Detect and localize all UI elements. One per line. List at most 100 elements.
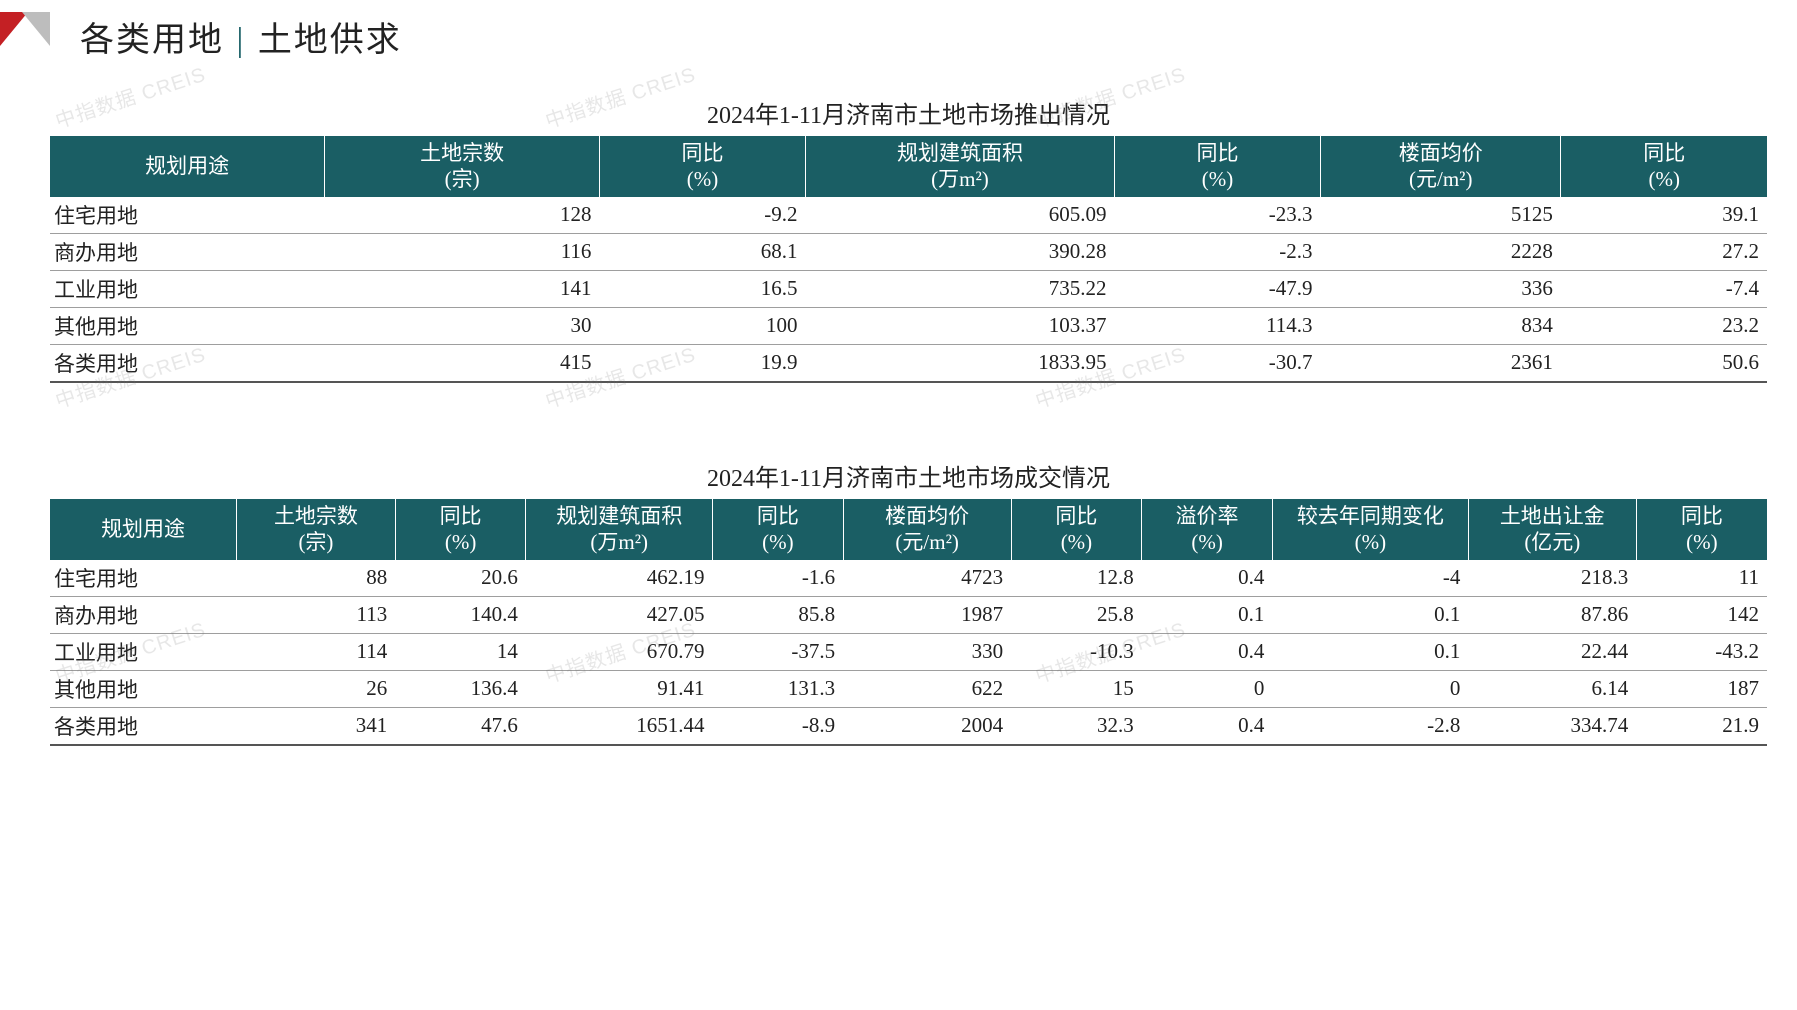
row-label: 商办用地: [50, 596, 237, 633]
table1-title: 2024年1-11月济南市土地市场推出情况: [50, 95, 1767, 130]
header-label: 规划建筑面积: [897, 141, 1023, 165]
data-cell: 0.4: [1142, 633, 1273, 670]
data-cell: 19.9: [599, 344, 805, 382]
table2-title: 2024年1-11月济南市土地市场成交情况: [50, 458, 1767, 493]
table2-header-cell: 较去年同期变化(%): [1272, 499, 1468, 560]
header-unit: (%): [1014, 529, 1140, 555]
page-title-right: 土地供求: [258, 22, 402, 59]
data-cell: 131.3: [713, 670, 844, 707]
data-cell: 14: [395, 633, 526, 670]
logo-mark: [0, 12, 62, 46]
data-cell: 114.3: [1115, 307, 1321, 344]
data-cell: 91.41: [526, 670, 713, 707]
data-cell: 114: [237, 633, 396, 670]
header-label: 规划用途: [145, 154, 229, 178]
data-cell: 87.86: [1468, 596, 1636, 633]
row-label: 各类用地: [50, 344, 325, 382]
header-unit: (万m²): [808, 166, 1112, 192]
header-label: 土地出让金: [1500, 504, 1605, 528]
land-supply-launch-section: 2024年1-11月济南市土地市场推出情况 规划用途土地宗数(宗)同比(%)规划…: [50, 95, 1767, 383]
table1-header-cell: 规划建筑面积(万m²): [805, 136, 1114, 197]
data-cell: 113: [237, 596, 396, 633]
table1-row: 住宅用地128-9.2605.09-23.3512539.1: [50, 197, 1767, 234]
data-cell: 670.79: [526, 633, 713, 670]
data-cell: -8.9: [713, 707, 844, 745]
land-supply-deal-table: 规划用途土地宗数(宗)同比(%)规划建筑面积(万m²)同比(%)楼面均价(元/m…: [50, 499, 1767, 746]
data-cell: -1.6: [713, 560, 844, 597]
header-unit: (%): [1563, 166, 1765, 192]
data-cell: 1833.95: [805, 344, 1114, 382]
data-cell: 0.1: [1272, 596, 1468, 633]
table2-header-cell: 同比(%): [1636, 499, 1767, 560]
data-cell: 605.09: [805, 197, 1114, 234]
header-unit: (%): [1117, 166, 1318, 192]
data-cell: 834: [1321, 307, 1561, 344]
table2-header-cell: 规划建筑面积(万m²): [526, 499, 713, 560]
header-unit: (%): [398, 529, 524, 555]
header-unit: (宗): [239, 529, 393, 555]
data-cell: 341: [237, 707, 396, 745]
table1-row: 商办用地11668.1390.28-2.3222827.2: [50, 233, 1767, 270]
data-cell: 2004: [843, 707, 1011, 745]
table2-row: 住宅用地8820.6462.19-1.6472312.80.4-4218.311: [50, 560, 1767, 597]
header-unit: (%): [1144, 529, 1270, 555]
header-label: 同比: [681, 141, 723, 165]
header-label: 同比: [440, 504, 482, 528]
data-cell: 5125: [1321, 197, 1561, 234]
header-label: 规划建筑面积: [556, 504, 682, 528]
land-supply-launch-table: 规划用途土地宗数(宗)同比(%)规划建筑面积(万m²)同比(%)楼面均价(元/m…: [50, 136, 1767, 383]
data-cell: 100: [599, 307, 805, 344]
row-label: 住宅用地: [50, 560, 237, 597]
data-cell: -2.8: [1272, 707, 1468, 745]
row-label: 其他用地: [50, 307, 325, 344]
data-cell: -10.3: [1011, 633, 1142, 670]
data-cell: 1651.44: [526, 707, 713, 745]
data-cell: 622: [843, 670, 1011, 707]
row-label: 住宅用地: [50, 197, 325, 234]
header-label: 同比: [1197, 141, 1239, 165]
data-cell: 415: [325, 344, 600, 382]
table2-header-cell: 土地出让金(亿元): [1468, 499, 1636, 560]
data-cell: 6.14: [1468, 670, 1636, 707]
data-cell: -4: [1272, 560, 1468, 597]
data-cell: -43.2: [1636, 633, 1767, 670]
data-cell: 21.9: [1636, 707, 1767, 745]
page-title-left: 各类用地: [80, 22, 224, 59]
data-cell: -47.9: [1115, 270, 1321, 307]
table2-header-cell: 规划用途: [50, 499, 237, 560]
header-unit: (%): [715, 529, 841, 555]
header-label: 同比: [757, 504, 799, 528]
data-cell: 141: [325, 270, 600, 307]
page-title: 各类用地 | 土地供求: [80, 12, 402, 61]
logo-triangle-grey: [22, 12, 50, 46]
table2-header-cell: 溢价率(%): [1142, 499, 1273, 560]
data-cell: 0.1: [1142, 596, 1273, 633]
table1-header-cell: 土地宗数(宗): [325, 136, 600, 197]
table1-header-cell: 同比(%): [599, 136, 805, 197]
row-label: 商办用地: [50, 233, 325, 270]
data-cell: -37.5: [713, 633, 844, 670]
table1-row: 工业用地14116.5735.22-47.9336-7.4: [50, 270, 1767, 307]
data-cell: 735.22: [805, 270, 1114, 307]
data-cell: 140.4: [395, 596, 526, 633]
data-cell: -30.7: [1115, 344, 1321, 382]
data-cell: 462.19: [526, 560, 713, 597]
header-label: 溢价率: [1176, 504, 1239, 528]
header-label: 土地宗数: [420, 141, 504, 165]
data-cell: 47.6: [395, 707, 526, 745]
data-cell: 16.5: [599, 270, 805, 307]
data-cell: 27.2: [1561, 233, 1767, 270]
row-label: 工业用地: [50, 633, 237, 670]
data-cell: 142: [1636, 596, 1767, 633]
row-label: 其他用地: [50, 670, 237, 707]
header-unit: (元/m²): [1323, 166, 1558, 192]
header-label: 规划用途: [101, 517, 185, 541]
header-unit: (%): [1639, 529, 1765, 555]
data-cell: -9.2: [599, 197, 805, 234]
header-label: 土地宗数: [274, 504, 358, 528]
data-cell: 15: [1011, 670, 1142, 707]
header-label: 较去年同期变化: [1297, 504, 1444, 528]
data-cell: 336: [1321, 270, 1561, 307]
data-cell: 116: [325, 233, 600, 270]
data-cell: 187: [1636, 670, 1767, 707]
